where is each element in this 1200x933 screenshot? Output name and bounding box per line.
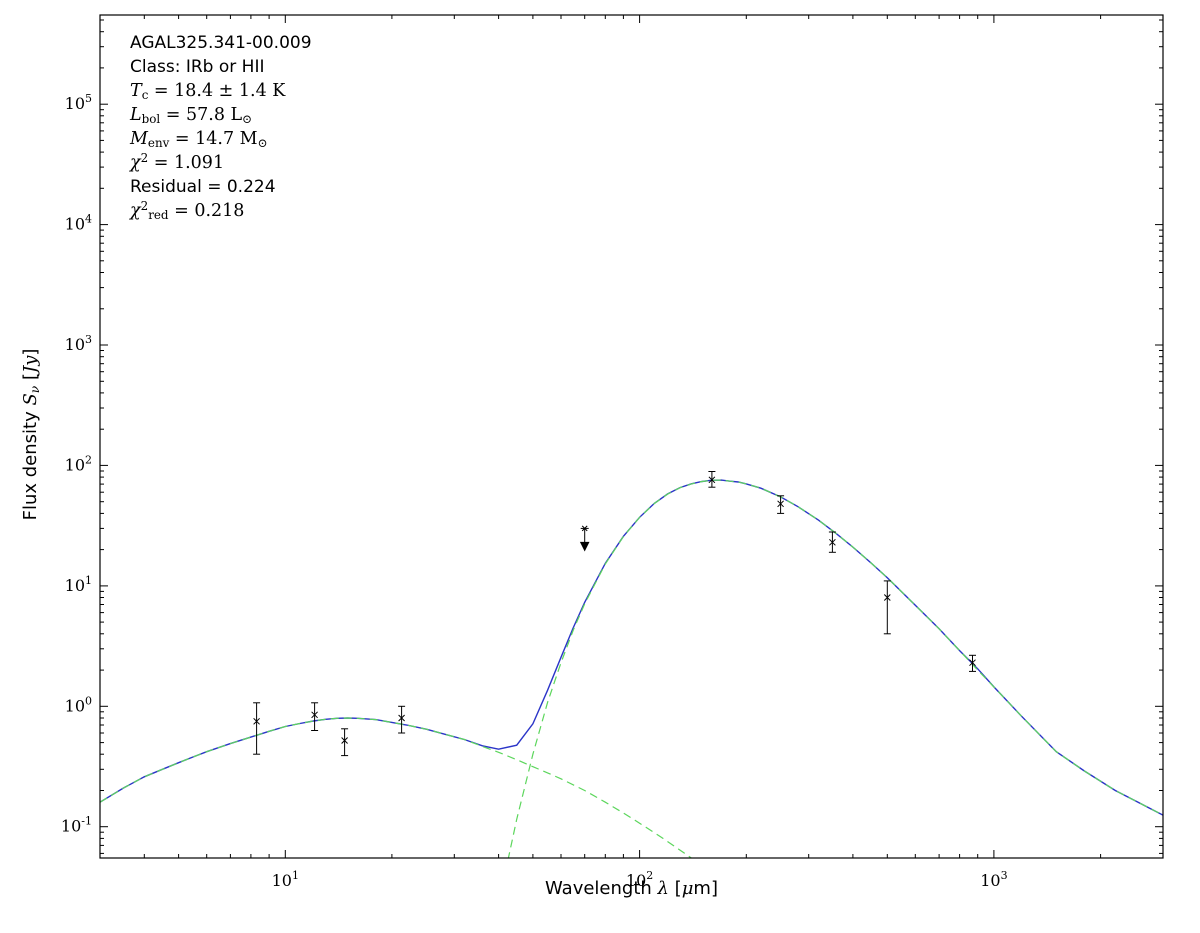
- annotation-line: Lbol = 57.8 L⊙: [130, 105, 253, 126]
- annotation-line: χ2 = 1.091: [130, 151, 225, 173]
- data-point: [311, 702, 319, 731]
- cold-component-curve: [507, 479, 1163, 858]
- data-point: [828, 531, 836, 553]
- annotation-line: Class: IRb or HII: [130, 57, 265, 77]
- data-point: [969, 654, 976, 672]
- y-tick-label: 105: [65, 92, 92, 113]
- model-total-curve: [100, 479, 1163, 816]
- y-tick-label: 103: [65, 333, 92, 354]
- y-tick-label: 102: [65, 453, 92, 474]
- y-tick-label: 100: [65, 694, 92, 715]
- annotation-line: Tc = 18.4 ± 1.4 K: [130, 81, 286, 102]
- annotation-line: Residual = 0.224: [130, 177, 276, 197]
- axes-frame: [99, 14, 1164, 859]
- annotation-line: χ2red = 0.218: [130, 199, 245, 222]
- data-point: [253, 702, 261, 755]
- data-point: [341, 728, 349, 757]
- data-point: [777, 495, 785, 514]
- y-tick-label: 101: [65, 574, 92, 595]
- x-axis-label: Wavelength λ [μm]: [545, 878, 718, 899]
- data-point: [398, 705, 406, 734]
- upper-limit-point: [579, 525, 590, 552]
- data-point: [883, 580, 891, 635]
- y-tick-label: 104: [65, 213, 92, 234]
- fit-annotation: AGAL325.341-00.009 Class: IRb or HII Tc = …: [130, 31, 312, 223]
- y-axis-label: Flux density Sν [Jy]: [20, 348, 43, 521]
- data-point: [708, 471, 716, 488]
- annotation-line: AGAL325.341-00.009: [130, 33, 312, 53]
- y-tick-label: 10-1: [61, 815, 92, 836]
- annotation-line: Menv = 14.7 M⊙: [130, 129, 268, 150]
